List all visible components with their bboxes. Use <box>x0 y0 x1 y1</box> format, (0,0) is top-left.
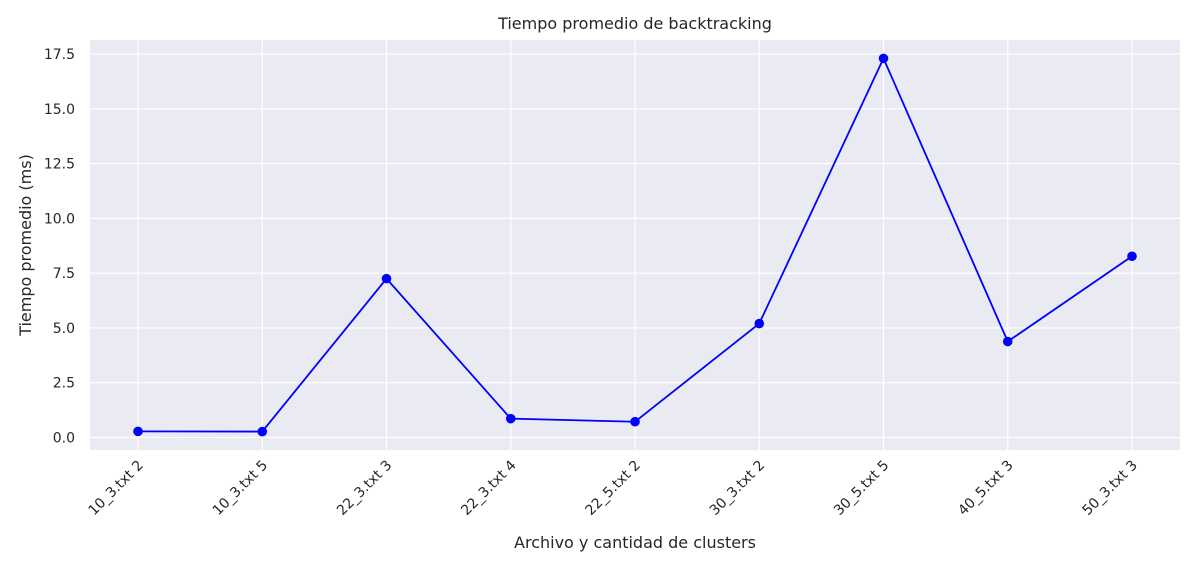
y-tick-label: 15.0 <box>44 102 75 118</box>
data-point <box>133 426 143 437</box>
y-tick-label: 5.0 <box>53 321 75 337</box>
data-point <box>505 413 516 424</box>
x-tick-label: 10_3.txt 5 <box>210 458 271 519</box>
x-axis-label: Archivo y cantidad de clusters <box>514 533 756 552</box>
y-tick-labels: 0.0 2.5 5.0 7.5 10.0 12.5 15.0 17.5 <box>44 47 75 446</box>
grid-lines <box>90 40 1180 450</box>
x-tick-labels: 10_3.txt 2 10_3.txt 5 22_3.txt 3 22_3.txt 4… <box>85 457 1140 518</box>
y-axis-label: Tiempo promedio (ms) <box>16 154 35 337</box>
data-point <box>257 426 268 437</box>
x-tick-label: 40_5.txt 3 <box>955 458 1016 519</box>
x-tick-label: 10_3.txt 2 <box>85 458 146 519</box>
data-point <box>878 53 889 64</box>
chart-title: Tiempo promedio de backtracking <box>497 14 772 33</box>
data-point <box>1002 336 1013 347</box>
data-point <box>1127 251 1137 262</box>
y-tick-label: 2.5 <box>53 376 75 392</box>
x-tick-label: 22_3.txt 4 <box>458 457 519 518</box>
x-tick-label: 30_5.txt 5 <box>831 458 892 519</box>
x-tick-label: 30_3.txt 2 <box>707 458 768 519</box>
y-tick-label: 0.0 <box>53 431 75 447</box>
series-group <box>133 53 1137 437</box>
x-tick-label: 22_5.txt 2 <box>582 458 643 519</box>
y-tick-label: 7.5 <box>53 266 75 282</box>
x-tick-label: 22_3.txt 3 <box>334 458 395 519</box>
data-point <box>381 273 392 284</box>
data-point <box>630 416 640 427</box>
y-tick-label: 12.5 <box>44 157 75 173</box>
y-tick-label: 10.0 <box>44 211 75 227</box>
x-tick-label: 50_3.txt 3 <box>1079 458 1140 519</box>
data-point <box>754 318 765 329</box>
y-tick-label: 17.5 <box>44 47 75 63</box>
